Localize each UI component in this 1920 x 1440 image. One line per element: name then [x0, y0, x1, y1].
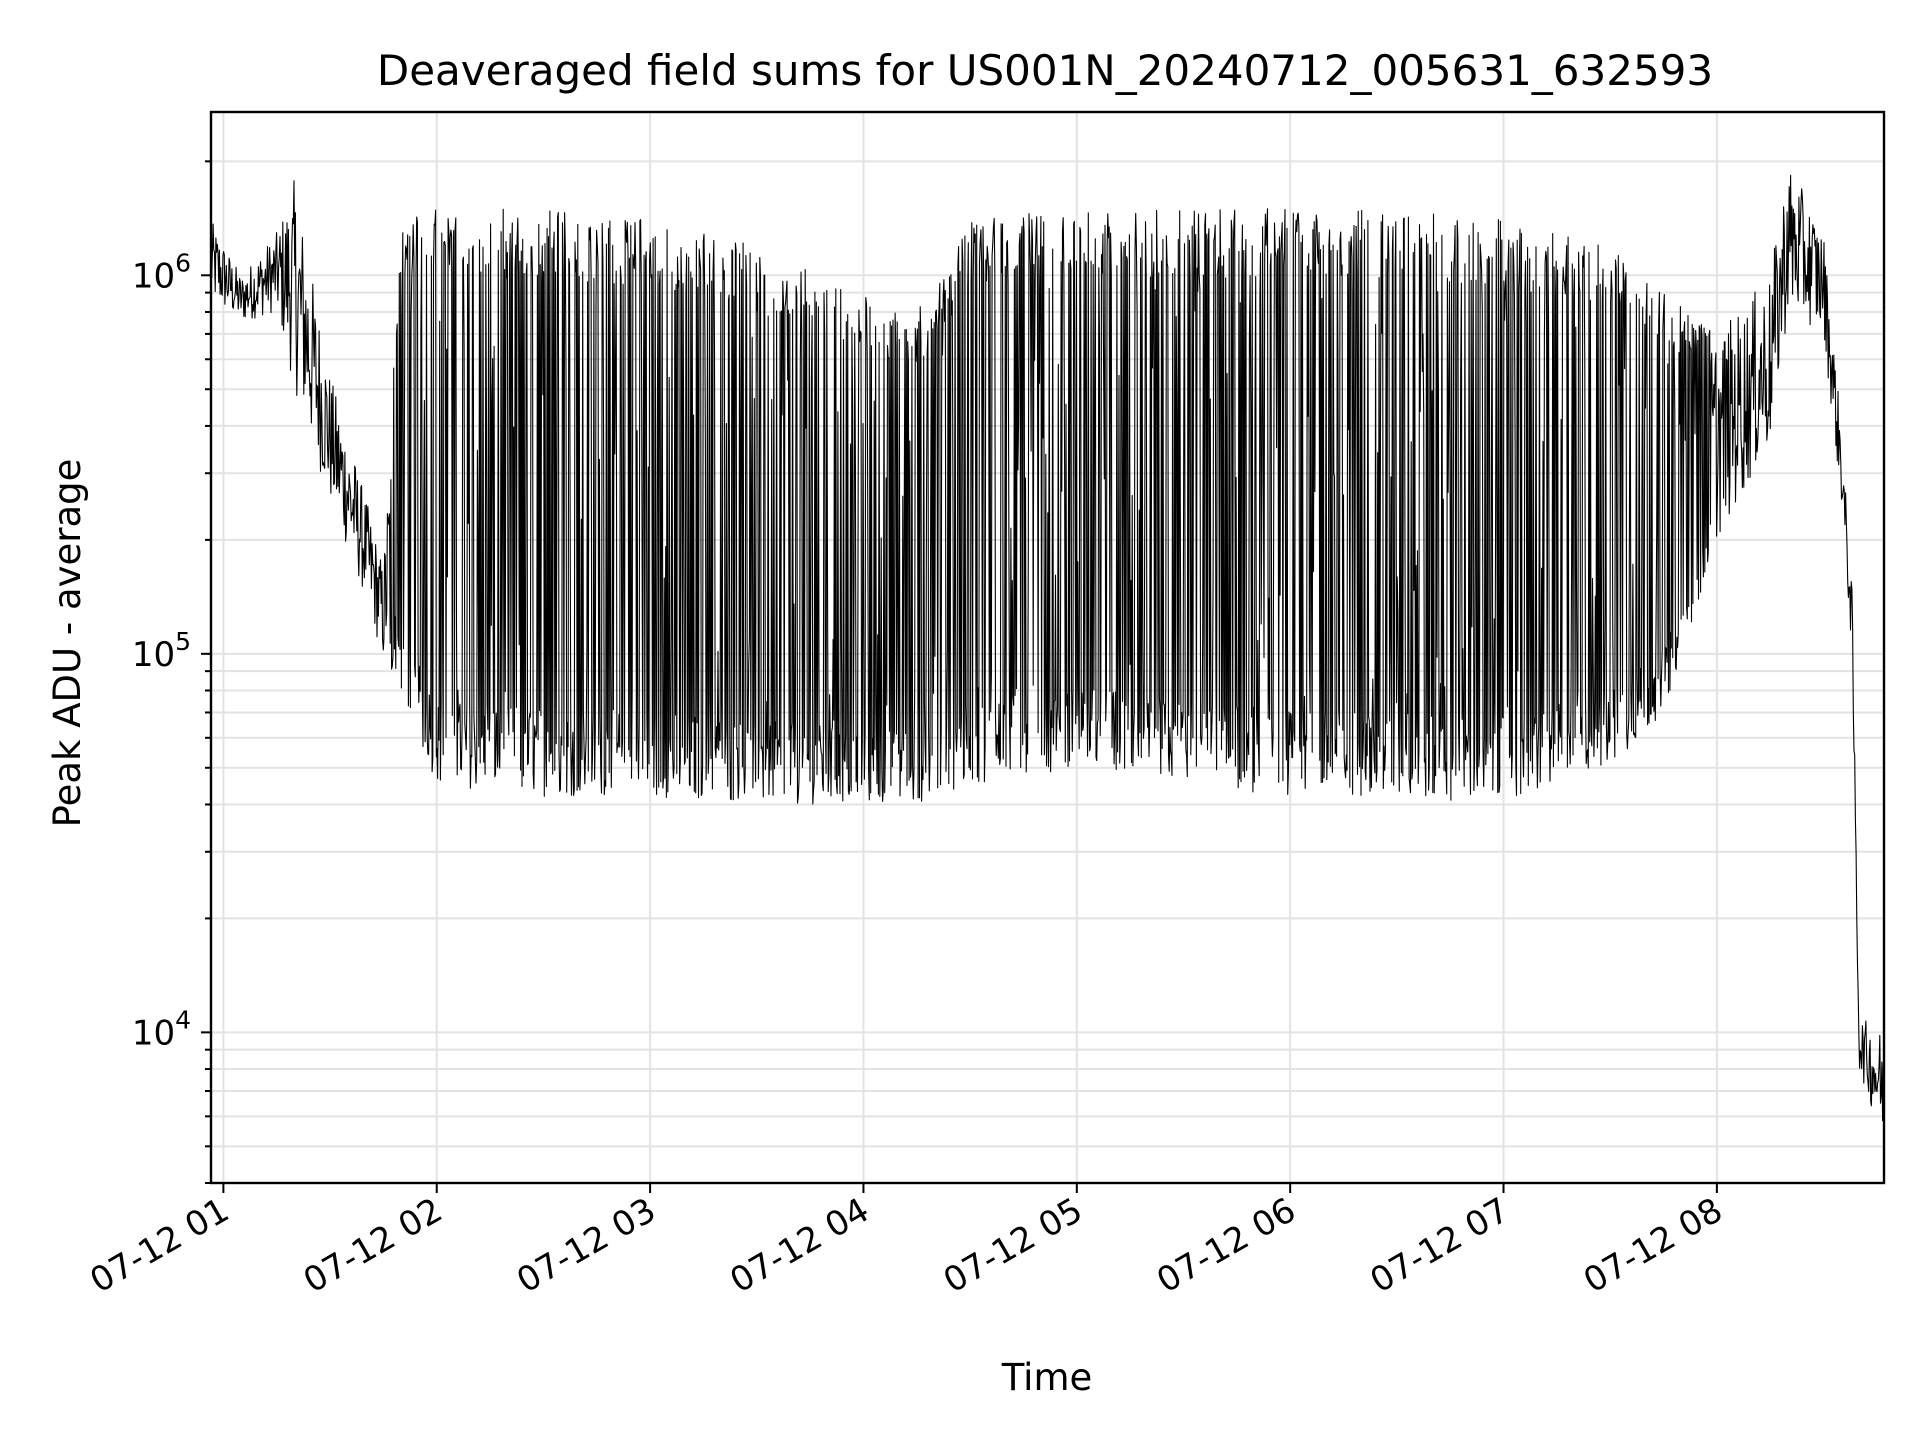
y-tick-label: 104: [132, 1005, 191, 1053]
y-tick-label: 106: [132, 248, 191, 296]
chart-title: Deaveraged field sums for US001N_2024071…: [377, 46, 1713, 95]
y-axis-label: Peak ADU - average: [46, 459, 89, 828]
y-tick-label: 105: [132, 627, 191, 675]
series-line: [210, 174, 1885, 1122]
plot-frame: [209, 110, 1886, 1185]
axes: [209, 110, 1886, 1185]
data-series: [210, 174, 1885, 1122]
y-axis-ticks: 104 105 106: [132, 160, 211, 1184]
x-axis-label: Time: [1001, 1356, 1093, 1399]
